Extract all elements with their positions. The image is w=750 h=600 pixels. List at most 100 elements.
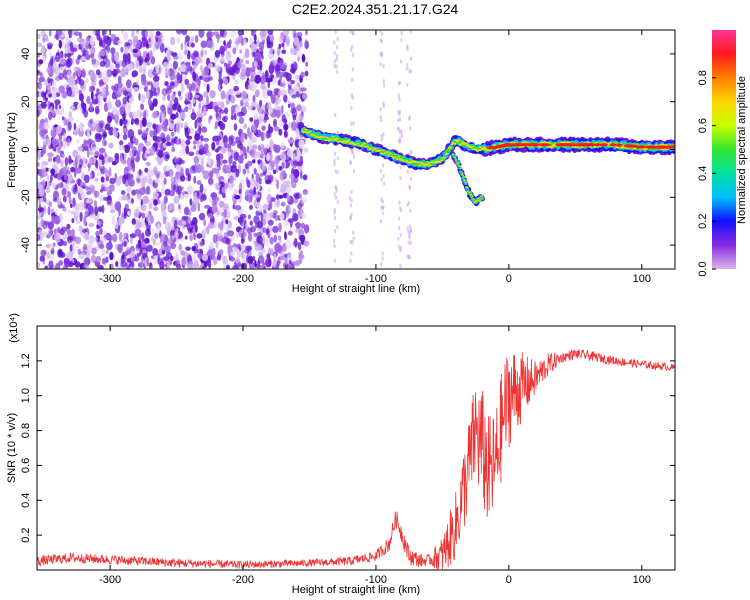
noise-speckle	[193, 175, 197, 184]
noise-speckle	[157, 125, 161, 135]
noise-speckle	[112, 106, 117, 115]
snr-x-ticks: -300 -200 -100 0 100	[99, 326, 651, 586]
noise-speckle	[127, 258, 132, 263]
noise-speckle	[233, 123, 238, 131]
noise-speckle	[59, 228, 65, 236]
noise-speckle	[260, 146, 268, 156]
noise-speckle	[138, 243, 142, 249]
signal-mark	[408, 161, 412, 164]
noise-speckle	[40, 129, 48, 134]
noise-speckle	[64, 47, 68, 53]
noise-speckle	[63, 257, 70, 268]
noise-speckle	[294, 74, 298, 83]
noise-speckle	[154, 40, 160, 51]
signal-mark	[405, 160, 409, 162]
noise-speckle	[256, 204, 263, 213]
signal-peak-mark	[594, 143, 601, 147]
noise-speckle	[289, 259, 292, 264]
noise-speckle	[97, 240, 104, 249]
noise-speckle	[254, 89, 260, 98]
signal-mark	[380, 152, 384, 155]
noise-speckle	[75, 245, 79, 252]
x-tick-label: 100	[633, 273, 651, 285]
signal-mark	[451, 153, 455, 155]
noise-speckle	[88, 235, 95, 244]
faint-streak	[380, 177, 383, 182]
noise-speckle	[144, 80, 149, 90]
noise-speckle	[207, 152, 212, 157]
noise-speckle	[195, 88, 199, 95]
faint-streak	[335, 64, 338, 69]
noise-speckle	[136, 109, 142, 119]
noise-speckle	[285, 72, 292, 82]
colorbar-tick-label: 0.6	[697, 118, 709, 133]
noise-speckle	[303, 240, 310, 247]
noise-speckle	[290, 79, 295, 85]
noise-speckle	[37, 33, 41, 40]
noise-speckle	[159, 172, 166, 180]
noise-speckle	[114, 155, 120, 165]
noise-speckle	[43, 205, 47, 214]
noise-speckle	[47, 76, 51, 83]
noise-speckle	[155, 64, 160, 74]
noise-speckle	[304, 40, 310, 50]
noise-speckle	[167, 93, 171, 102]
noise-speckle	[278, 43, 282, 49]
noise-speckle	[38, 229, 42, 236]
noise-speckle	[37, 221, 42, 229]
y-tick-label: 0.4	[20, 493, 32, 508]
noise-speckle	[268, 219, 274, 226]
spectrogram-y-label: Frequency (Hz)	[6, 112, 18, 188]
faint-streak	[397, 216, 401, 221]
noise-speckle	[149, 262, 153, 268]
noise-speckle	[85, 54, 91, 60]
noise-speckle	[216, 254, 222, 261]
signal-mark	[450, 143, 454, 145]
noise-speckle	[275, 163, 279, 173]
faint-streak	[409, 150, 412, 155]
noise-speckle	[162, 256, 169, 261]
noise-speckle	[147, 68, 155, 78]
noise-speckle	[105, 256, 109, 264]
noise-speckle	[230, 105, 237, 113]
noise-speckle	[272, 76, 279, 84]
noise-speckle	[260, 83, 267, 90]
noise-speckle	[190, 52, 197, 61]
noise-speckle	[122, 96, 127, 105]
noise-speckle	[92, 146, 99, 152]
noise-speckle	[273, 118, 277, 128]
noise-speckle	[220, 90, 226, 100]
noise-speckle	[145, 149, 151, 154]
signal-mark	[465, 144, 469, 146]
noise-speckle	[85, 249, 91, 259]
noise-speckle	[224, 115, 229, 122]
signal-mark	[425, 164, 429, 166]
noise-speckle	[257, 265, 264, 269]
faint-streak	[406, 226, 409, 231]
noise-speckle	[131, 70, 138, 77]
signal-mark	[381, 149, 385, 151]
faint-streak	[380, 134, 383, 139]
noise-speckle	[101, 204, 105, 214]
noise-speckle	[255, 129, 262, 138]
noise-speckle	[156, 173, 160, 178]
noise-speckle	[267, 30, 274, 35]
noise-speckle	[55, 234, 61, 243]
noise-speckle	[257, 220, 263, 229]
signal-mark	[476, 198, 479, 200]
noise-speckle	[189, 234, 194, 242]
noise-speckle	[121, 254, 125, 260]
noise-speckle	[277, 155, 281, 162]
noise-speckle	[153, 199, 158, 206]
noise-speckle	[276, 179, 279, 190]
x-tick-label: 100	[633, 574, 651, 586]
noise-speckle	[163, 177, 167, 185]
noise-speckle	[221, 187, 227, 194]
noise-speckle	[304, 70, 309, 77]
noise-speckle	[66, 87, 73, 97]
noise-speckle	[141, 212, 145, 219]
noise-speckle	[247, 232, 253, 242]
noise-speckle	[42, 55, 46, 64]
noise-speckle	[95, 69, 101, 76]
noise-speckle	[75, 58, 80, 65]
